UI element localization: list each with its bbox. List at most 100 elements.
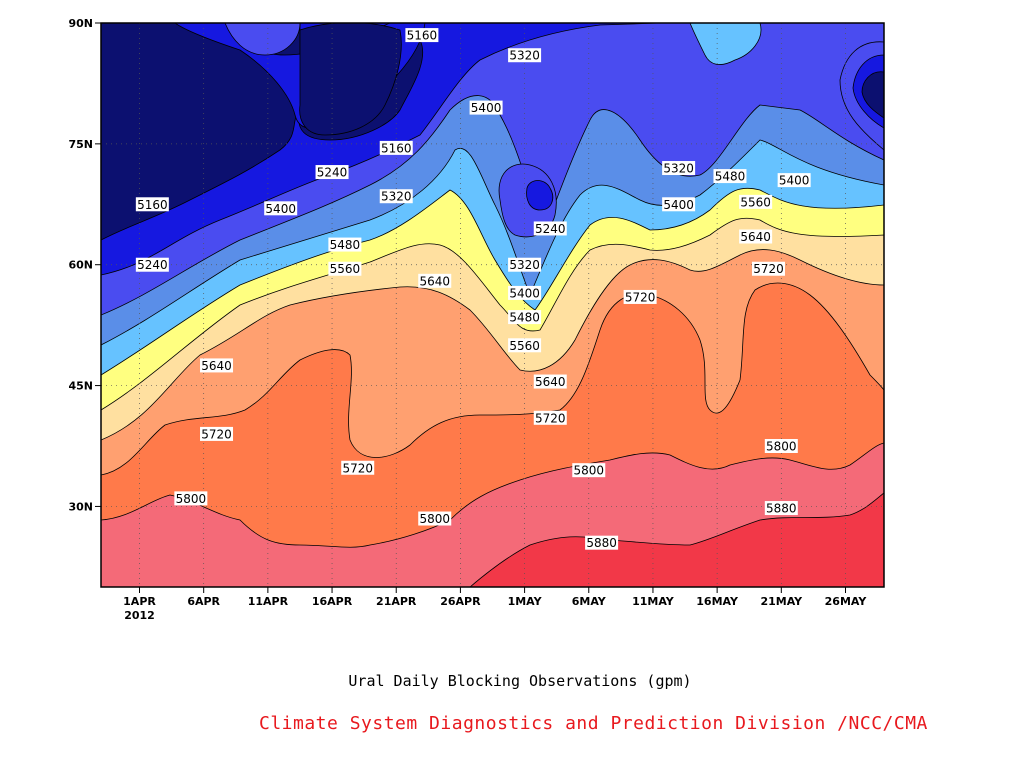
contour-label-box xyxy=(508,338,542,353)
contour-label-text: 5560 xyxy=(740,195,771,209)
contour-label: 5480 xyxy=(713,169,747,184)
contour-label: 5720 xyxy=(200,426,234,441)
y-axis: 30N 45N 60N 75N 90N xyxy=(68,17,101,513)
contour-label-box xyxy=(751,261,785,276)
contour-label-text: 5240 xyxy=(317,166,348,180)
contour-label: 5800 xyxy=(764,439,798,454)
contour-label-text: 5480 xyxy=(715,170,746,184)
x-tick-label: 26MAY xyxy=(825,595,868,608)
x-tick-label: 6MAY xyxy=(572,595,607,608)
contour-label-text: 5720 xyxy=(535,411,566,425)
contour-label-box xyxy=(508,285,542,300)
contour-label-box xyxy=(713,169,747,184)
contour-label-text: 5640 xyxy=(535,375,566,389)
contour-label-box xyxy=(379,140,413,155)
contour-label: 5240 xyxy=(315,165,349,180)
contour-label-text: 5160 xyxy=(407,29,438,43)
contour-label-box xyxy=(200,426,234,441)
y-tick-label: 75N xyxy=(68,138,93,151)
contour-label-text: 5720 xyxy=(201,427,232,441)
contour-pocket-5160-ne xyxy=(861,71,884,119)
contour-band-above-5880 xyxy=(469,492,884,587)
contour-label-text: 5400 xyxy=(509,286,540,300)
contour-label: 5400 xyxy=(662,197,696,212)
contour-label-box xyxy=(174,491,208,506)
contour-label-box xyxy=(315,165,349,180)
contour-label-box xyxy=(662,161,696,176)
contour-label-box xyxy=(418,273,452,288)
contour-label: 5640 xyxy=(418,273,452,288)
contour-label-box xyxy=(585,535,619,550)
contour-label: 5400 xyxy=(264,201,298,216)
chart-title: Ural Daily Blocking Observations (gpm) xyxy=(348,672,692,690)
contour-label-box xyxy=(264,201,298,216)
contour-label-text: 5240 xyxy=(137,258,168,272)
contour-label-box xyxy=(533,410,567,425)
contour-label: 5640 xyxy=(533,374,567,389)
contour-label: 5160 xyxy=(405,28,439,43)
contour-label-text: 5640 xyxy=(740,230,771,244)
contour-label-box xyxy=(328,261,362,276)
x-tick-label: 16APR xyxy=(312,595,353,608)
contour-label-box xyxy=(739,229,773,244)
y-tick-label: 90N xyxy=(68,17,93,30)
contour-label-box xyxy=(533,374,567,389)
contour-label: 5560 xyxy=(328,261,362,276)
contour-label-text: 5480 xyxy=(330,238,361,252)
contour-label-box xyxy=(764,501,798,516)
contour-label-text: 5640 xyxy=(201,359,232,373)
contour-label-text: 5400 xyxy=(471,101,502,115)
contour-label: 5880 xyxy=(764,501,798,516)
contour-label-box xyxy=(777,173,811,188)
y-tick-label: 60N xyxy=(68,259,93,272)
contour-label: 5240 xyxy=(533,221,567,236)
contour-label: 5320 xyxy=(662,161,696,176)
contour-label: 5400 xyxy=(469,100,503,115)
contour-label: 5800 xyxy=(174,491,208,506)
plot-frame xyxy=(100,22,885,588)
grid xyxy=(101,23,884,587)
contour-label-box xyxy=(508,310,542,325)
contour-label-box xyxy=(739,194,773,209)
x-tick-label: 1APR xyxy=(123,595,156,608)
contour-label-text: 5720 xyxy=(753,262,784,276)
contour-label: 5480 xyxy=(328,237,362,252)
contour-label-box xyxy=(764,439,798,453)
contour-label-box xyxy=(405,28,439,43)
contour-label-text: 5560 xyxy=(330,262,361,276)
contour-band-5240-5320-nw-pocket xyxy=(299,23,402,136)
contour-label-text: 5720 xyxy=(625,290,656,304)
contour-label: 5880 xyxy=(585,535,619,550)
contour-label: 5720 xyxy=(623,289,657,304)
contour-label-box xyxy=(418,511,452,526)
contour-label-text: 5480 xyxy=(509,311,540,325)
contour-label: 5480 xyxy=(508,310,542,325)
contour-label: 5240 xyxy=(135,257,169,272)
x-tick-label: 11APR xyxy=(248,595,289,608)
contour-label: 5720 xyxy=(751,261,785,276)
contour-pocket-5320-apr xyxy=(224,23,301,56)
contour-label: 5640 xyxy=(739,229,773,244)
contour-label: 5800 xyxy=(572,463,606,478)
x-tick-label: 21APR xyxy=(376,595,417,608)
y-tick-label: 45N xyxy=(68,380,93,393)
contour-label-box xyxy=(200,358,234,373)
contour-label-text: 5880 xyxy=(586,536,617,550)
contour-label-text: 5400 xyxy=(265,202,296,216)
x-tick-label: 21MAY xyxy=(760,595,803,608)
contour-label-text: 5720 xyxy=(342,461,373,475)
x-tick-label: 11MAY xyxy=(632,595,675,608)
contour-label: 5320 xyxy=(379,189,413,204)
contour-label: 5320 xyxy=(508,257,542,272)
contour-label-text: 5800 xyxy=(573,464,604,478)
x-tick-label: 16MAY xyxy=(696,595,739,608)
contour-label: 5320 xyxy=(508,48,542,63)
contour-label-text: 5800 xyxy=(176,492,207,506)
contour-label-box xyxy=(135,197,169,212)
contour-label-text: 5320 xyxy=(663,162,694,176)
contour-label-text: 5320 xyxy=(509,258,540,272)
contour-label: 5720 xyxy=(533,410,567,425)
contour-label: 5160 xyxy=(135,197,169,212)
